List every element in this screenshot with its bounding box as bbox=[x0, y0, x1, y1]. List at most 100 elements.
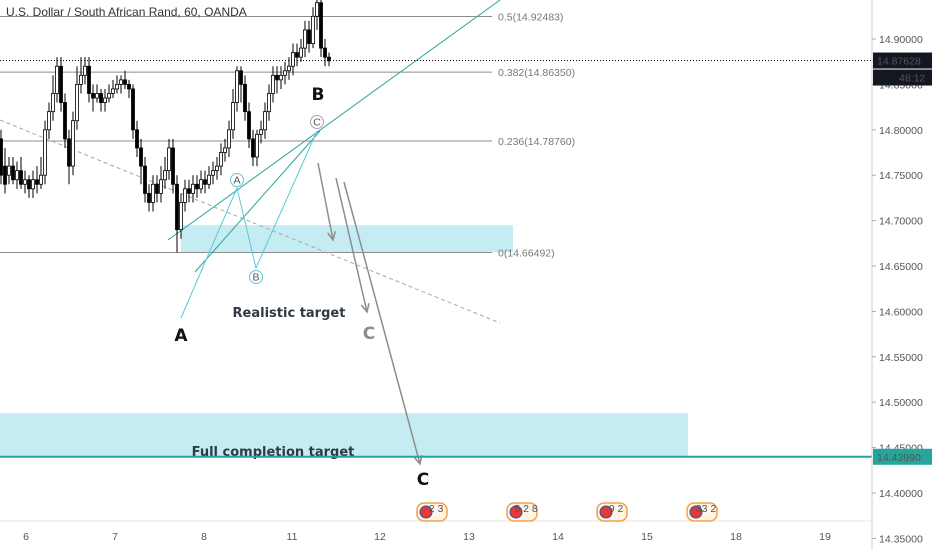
sub-wave-c-label: C bbox=[313, 117, 321, 129]
candle-body bbox=[155, 183, 159, 194]
candle-body bbox=[255, 133, 259, 158]
candle-body bbox=[291, 52, 295, 67]
event-badge-label: 5 2 8 bbox=[514, 503, 538, 515]
price-tick-label: 14.60000 bbox=[879, 306, 923, 318]
candle-body bbox=[107, 93, 111, 99]
sub-wave-c-label-circle bbox=[310, 115, 324, 129]
candle-body bbox=[87, 65, 91, 94]
countdown-tag bbox=[873, 69, 932, 86]
candle-body bbox=[39, 174, 43, 185]
time-tick-label: 11 bbox=[287, 531, 298, 543]
candle-body bbox=[203, 179, 207, 185]
candle-body bbox=[7, 165, 11, 176]
candle-body bbox=[79, 74, 83, 85]
candle-body bbox=[43, 129, 47, 176]
candle-body bbox=[211, 170, 215, 176]
candle-body bbox=[307, 29, 311, 44]
candle-body bbox=[127, 84, 131, 90]
candle-body bbox=[63, 102, 67, 140]
price-tick-label: 14.70000 bbox=[879, 216, 923, 228]
realistic-target-label: Realistic target bbox=[233, 306, 346, 321]
candle-body bbox=[251, 138, 255, 158]
candle-body bbox=[159, 179, 163, 194]
candle-body bbox=[267, 93, 271, 113]
time-tick-label: 14 bbox=[552, 531, 564, 543]
price-tick-label: 14.80000 bbox=[879, 125, 923, 137]
price-tick-label: 14.55000 bbox=[879, 352, 923, 364]
candle-body bbox=[95, 93, 99, 99]
candle-body bbox=[227, 129, 231, 149]
price-tick-label: 14.90000 bbox=[879, 34, 923, 46]
event-flag-icon bbox=[509, 505, 523, 519]
candle-body bbox=[215, 165, 219, 172]
candle-body bbox=[303, 29, 307, 49]
sub-wave-a-label-circle bbox=[230, 173, 244, 187]
arrow-realistic-head bbox=[360, 303, 370, 314]
candle-body bbox=[111, 88, 115, 94]
candle-body bbox=[27, 179, 31, 190]
channel-lower-line bbox=[194, 130, 321, 273]
time-tick-label: 19 bbox=[819, 531, 831, 543]
candle-body bbox=[239, 70, 243, 85]
candle-body bbox=[323, 47, 327, 58]
full-target-zone bbox=[0, 413, 688, 457]
fib-level-label: 0.382(14.86350) bbox=[498, 67, 575, 79]
candle-body bbox=[115, 84, 119, 90]
candle-body bbox=[91, 93, 95, 99]
sub-wave-b-label: B bbox=[252, 272, 259, 284]
current-price-tag bbox=[873, 52, 932, 69]
chart-title: U.S. Dollar / South African Rand, 60, OA… bbox=[6, 5, 247, 19]
candle-body bbox=[207, 174, 211, 185]
time-tick-label: 18 bbox=[730, 531, 742, 543]
candle-body bbox=[139, 147, 143, 167]
channel-upper-line bbox=[167, 0, 501, 241]
price-tick-label: 14.95000 bbox=[879, 0, 923, 1]
event-badge-label: 9 2 bbox=[609, 503, 624, 515]
arrow-realistic bbox=[335, 177, 368, 313]
candle-body bbox=[235, 70, 239, 103]
candle-body bbox=[15, 170, 19, 181]
candle-body bbox=[171, 147, 175, 185]
realistic-target-zone bbox=[181, 225, 513, 253]
time-tick-label: 15 bbox=[641, 531, 653, 543]
candle-body bbox=[319, 2, 323, 49]
candle-body bbox=[299, 47, 303, 58]
candle-body bbox=[131, 88, 135, 131]
candle-body bbox=[195, 183, 199, 190]
candle-body bbox=[23, 179, 27, 185]
candle-body bbox=[231, 102, 235, 131]
candle-body bbox=[275, 74, 279, 81]
candle-body bbox=[287, 65, 291, 72]
wave-zigzag bbox=[180, 130, 318, 319]
candle-body bbox=[99, 93, 103, 103]
candle-body bbox=[191, 183, 195, 194]
candle-body bbox=[259, 129, 263, 135]
candle-body bbox=[183, 188, 187, 203]
fib-level-label: 0.236(14.78760) bbox=[498, 136, 575, 148]
arrow-full-head bbox=[413, 455, 423, 466]
candle-body bbox=[75, 84, 79, 122]
candle-body bbox=[3, 165, 7, 185]
candle-body bbox=[19, 170, 23, 185]
dashed-trendline bbox=[0, 119, 501, 324]
candle-body bbox=[51, 93, 55, 113]
candle-body bbox=[143, 165, 147, 194]
event-badge-label: 2 3 bbox=[429, 503, 444, 515]
current-price-tag-label: 14.87628 bbox=[877, 56, 921, 68]
candle-body bbox=[0, 138, 3, 176]
candle-body bbox=[279, 74, 283, 81]
candle-body bbox=[223, 147, 227, 153]
wave-label-b: B bbox=[312, 85, 325, 105]
arrow-small-head bbox=[327, 231, 337, 242]
time-tick-label: 13 bbox=[463, 531, 475, 543]
candle-body bbox=[151, 183, 155, 203]
candle-body bbox=[119, 79, 123, 85]
price-tick-label: 14.35000 bbox=[879, 533, 923, 545]
event-badge-label: 33 2 bbox=[696, 503, 717, 515]
price-tick-label: 14.65000 bbox=[879, 261, 923, 273]
target-price-tag bbox=[873, 448, 932, 465]
candle-body bbox=[219, 152, 223, 167]
candle-body bbox=[295, 52, 299, 58]
